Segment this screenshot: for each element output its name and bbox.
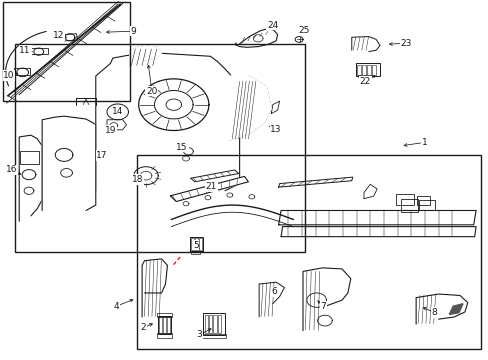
Text: 6: 6 [271,287,277,296]
Text: 20: 20 [146,86,157,95]
Polygon shape [415,294,467,324]
Bar [158,316,171,334]
Text: 5: 5 [192,241,198,250]
Bar [204,315,207,333]
Polygon shape [170,176,248,202]
Text: 2: 2 [140,323,145,332]
Bar [31,48,48,54]
Polygon shape [42,116,96,211]
Polygon shape [190,170,238,182]
Polygon shape [281,226,475,237]
Bar [395,194,413,205]
Text: 24: 24 [266,21,278,30]
Text: 21: 21 [205,182,217,191]
Bar [400,199,417,212]
Bar [357,75,361,77]
Bar [361,64,365,75]
Bar [217,315,221,333]
Bar [208,315,212,333]
Bar [199,238,202,250]
Text: 4: 4 [113,302,119,311]
Text: 14: 14 [112,107,123,116]
Bar [190,251,199,253]
Bar [416,196,429,205]
Text: 25: 25 [298,26,309,35]
Text: 17: 17 [96,151,108,160]
Text: 15: 15 [176,143,187,152]
Text: 11: 11 [20,46,31,55]
Polygon shape [448,304,462,315]
Text: 22: 22 [359,77,370,86]
Bar [371,64,375,75]
Bar [356,64,360,75]
Text: 16: 16 [6,166,17,175]
Text: 1: 1 [421,138,427,147]
Polygon shape [228,76,271,140]
Text: 12: 12 [52,31,64,40]
Text: 18: 18 [131,175,142,184]
Bar [137,155,480,348]
Text: 9: 9 [130,27,136,36]
Polygon shape [234,29,277,47]
Polygon shape [259,282,284,317]
Bar [20,151,39,164]
Bar [366,64,370,75]
Bar [369,75,373,77]
Bar [159,318,162,333]
Polygon shape [278,211,475,225]
Bar [195,238,198,250]
Polygon shape [303,268,350,330]
Bar [189,237,203,251]
Polygon shape [130,45,161,65]
Bar [157,313,172,317]
Bar [3,3,130,101]
Text: 19: 19 [104,126,116,135]
Bar [191,238,194,250]
Bar [14,68,30,75]
Bar [363,75,367,77]
Polygon shape [278,177,352,187]
Text: 23: 23 [400,39,411,48]
Bar [355,63,379,76]
Polygon shape [96,53,239,191]
Bar [163,318,165,333]
Polygon shape [142,259,167,317]
Polygon shape [351,37,379,51]
Bar [15,44,305,252]
Bar [203,314,224,335]
Text: 13: 13 [270,125,282,134]
Text: 7: 7 [320,302,325,311]
Bar [213,315,216,333]
Bar [202,334,225,338]
Text: 3: 3 [196,330,202,339]
Text: 8: 8 [431,308,437,317]
Bar [166,318,169,333]
Bar [418,200,434,211]
Polygon shape [19,135,42,221]
Text: 10: 10 [3,71,15,80]
Bar [157,333,172,338]
